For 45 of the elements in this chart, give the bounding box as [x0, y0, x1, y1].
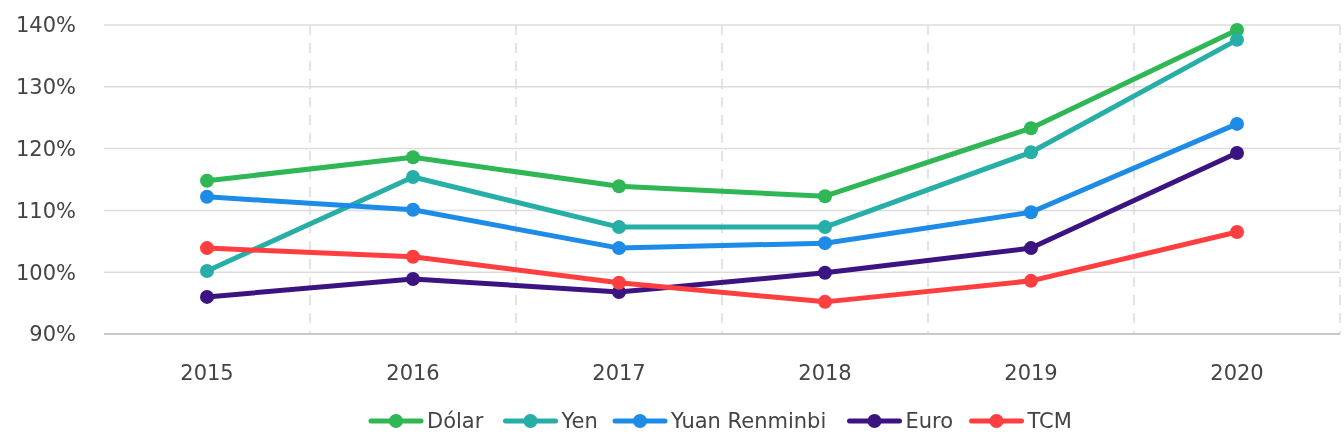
y-tick-label: 140%	[15, 13, 76, 38]
x-tick-label: 2015	[180, 361, 234, 385]
point	[200, 289, 214, 304]
y-tick-label: 120%	[15, 136, 76, 161]
point	[818, 189, 832, 204]
point	[818, 294, 832, 309]
point	[1024, 273, 1038, 288]
y-tick-label: 90%	[29, 322, 76, 347]
point	[612, 275, 626, 290]
point	[200, 263, 214, 278]
x-tick-label: 2017	[592, 361, 646, 385]
point	[1024, 145, 1038, 160]
point	[612, 241, 626, 256]
point	[200, 189, 214, 204]
legend-label: Yuan Renminbi	[670, 409, 827, 433]
point	[818, 236, 832, 251]
y-tick-label: 100%	[15, 260, 76, 285]
point	[200, 173, 214, 188]
x-tick-label: 2018	[798, 361, 852, 385]
legend-label: Euro	[905, 409, 954, 433]
point	[406, 272, 420, 286]
x-tick-label: 2016	[386, 361, 440, 385]
point	[1024, 121, 1038, 136]
point	[1230, 116, 1244, 131]
point	[1230, 225, 1244, 240]
point	[818, 220, 832, 235]
x-tick-label: 2020	[1210, 361, 1264, 385]
point	[1230, 145, 1244, 160]
legend-label: TCM	[1026, 409, 1072, 433]
point	[406, 170, 420, 185]
point	[406, 150, 420, 165]
point	[612, 220, 626, 235]
y-tick-label: 130%	[15, 75, 76, 100]
y-tick-label: 110%	[15, 198, 76, 223]
x-tick-label: 2019	[1004, 361, 1058, 385]
point	[1024, 241, 1038, 256]
point	[612, 179, 626, 194]
point	[406, 202, 420, 217]
point	[200, 241, 214, 256]
legend-label: Dólar	[427, 409, 484, 433]
point	[406, 249, 420, 264]
point	[818, 265, 832, 280]
point	[1024, 205, 1038, 220]
legend-label: Yen	[560, 409, 598, 433]
point	[1230, 32, 1244, 47]
